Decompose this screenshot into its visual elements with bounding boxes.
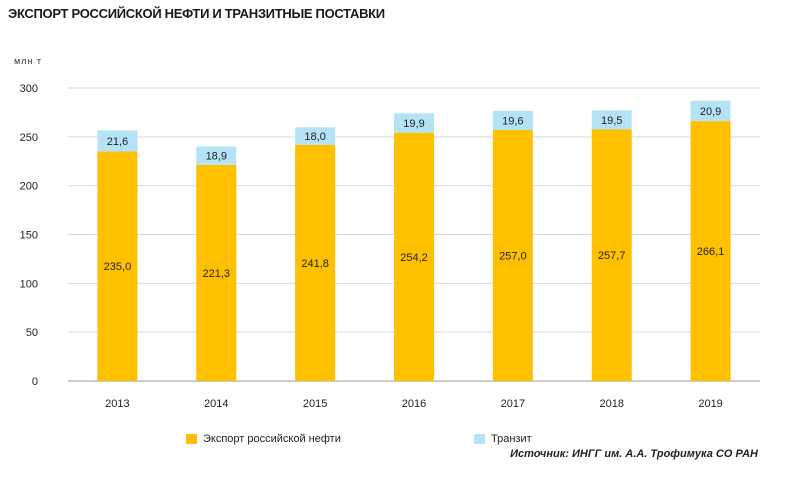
data-label-transit: 19,6 — [502, 115, 523, 127]
x-tick-label: 2015 — [303, 398, 327, 410]
bar-transit — [97, 130, 138, 152]
data-label-export: 254,2 — [400, 252, 428, 264]
bar-export — [591, 129, 632, 381]
data-label-export: 241,8 — [301, 258, 329, 270]
legend-item-transit: Транзит — [474, 433, 532, 445]
bar-transit — [591, 110, 632, 130]
legend-swatch-export — [186, 434, 197, 444]
data-label-export: 221,3 — [203, 268, 231, 280]
bar-transit — [196, 146, 237, 165]
bar-export — [394, 132, 434, 381]
bar-export — [690, 121, 731, 381]
y-tick-label: 100 — [20, 278, 38, 290]
bar-transit — [690, 100, 731, 122]
x-tick-label: 2016 — [402, 398, 426, 410]
bar-transit — [295, 127, 336, 145]
y-axis-unit-label: млн т — [14, 56, 43, 66]
x-tick-label: 2013 — [105, 398, 129, 410]
legend-label-transit: Транзит — [491, 433, 532, 445]
data-label-export: 257,0 — [499, 250, 527, 262]
data-label-transit: 21,6 — [107, 136, 128, 148]
legend-label-export: Экспорт российской нефти — [203, 433, 341, 445]
y-tick-label: 0 — [32, 376, 38, 388]
bar-transit — [394, 113, 434, 133]
bar-transit — [492, 110, 533, 130]
legend-swatch-transit — [474, 434, 485, 444]
data-label-transit: 18,9 — [206, 151, 227, 163]
x-tick-label: 2014 — [204, 398, 228, 410]
data-label-transit: 18,0 — [304, 131, 325, 143]
data-label-export: 266,1 — [697, 246, 725, 258]
bar-export — [295, 144, 336, 381]
y-tick-label: 150 — [20, 230, 38, 242]
data-label-transit: 20,9 — [700, 106, 721, 118]
bar-export — [492, 129, 533, 381]
y-tick-label: 200 — [20, 181, 38, 193]
bar-export — [97, 151, 138, 381]
data-label-export: 257,7 — [598, 250, 626, 262]
x-tick-label: 2019 — [698, 398, 722, 410]
data-label-transit: 19,9 — [403, 118, 424, 130]
bar-export — [196, 164, 237, 381]
chart-title: ЭКСПОРТ РОССИЙСКОЙ НЕФТИ И ТРАНЗИТНЫЕ ПО… — [8, 6, 385, 21]
data-label-export: 235,0 — [104, 261, 132, 273]
legend-item-export: Экспорт российской нефти — [186, 433, 341, 445]
source-note: Источник: ИНГГ им. А.А. Трофимука СО РАН — [510, 448, 758, 460]
x-tick-label: 2018 — [599, 398, 623, 410]
y-tick-label: 250 — [20, 132, 38, 144]
y-tick-label: 50 — [26, 327, 38, 339]
data-label-transit: 19,5 — [601, 115, 622, 127]
x-tick-label: 2017 — [501, 398, 525, 410]
y-tick-label: 300 — [20, 83, 38, 95]
